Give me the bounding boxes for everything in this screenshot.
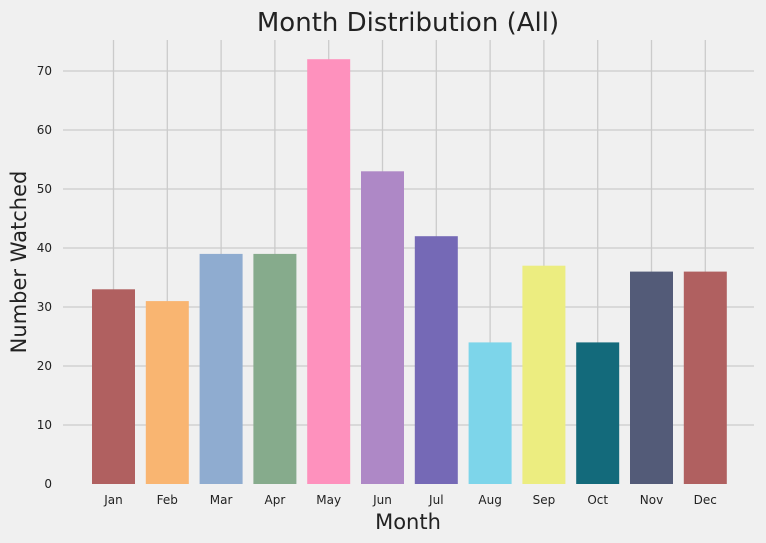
bars [92, 59, 727, 485]
x-tick-label: Jan [103, 493, 123, 507]
x-tick-label: Dec [694, 493, 717, 507]
y-tick-label: 20 [37, 359, 52, 373]
x-tick-label: Aug [478, 493, 501, 507]
bar-jul [414, 236, 458, 484]
bar-mar [199, 253, 243, 484]
bar-feb [145, 301, 189, 484]
bar-sep [522, 265, 566, 484]
x-axis-label: Month [375, 510, 441, 534]
bar-nov [630, 271, 673, 484]
x-tick-label: Mar [210, 493, 233, 507]
y-tick-label: 0 [44, 477, 52, 491]
y-tick-label: 50 [37, 182, 52, 196]
y-axis-label: Number Watched [7, 171, 31, 354]
y-tick-label: 30 [37, 300, 52, 314]
x-tick-label: Oct [587, 493, 608, 507]
x-tick-label: Apr [265, 493, 286, 507]
x-tick-label: Feb [157, 493, 178, 507]
y-tick-label: 10 [37, 418, 52, 432]
x-tick-label: Nov [640, 493, 663, 507]
x-tick-label: Jun [372, 493, 392, 507]
x-tick-label: Sep [533, 493, 556, 507]
bar-may [307, 59, 351, 484]
bar-jan [92, 289, 135, 484]
x-tick-label: Jul [428, 493, 443, 507]
bar-aug [468, 342, 512, 484]
bar-oct [576, 342, 620, 484]
y-tick-labels: 0 10 20 30 40 50 60 70 [37, 64, 52, 491]
y-tick-label: 40 [37, 241, 52, 255]
x-tick-labels: Jan Feb Mar Apr May Jun Jul Aug Sep Oct Nov Dec [103, 493, 717, 507]
x-tick-label: May [316, 493, 341, 507]
bar-dec [683, 271, 727, 484]
bar-apr [253, 253, 297, 484]
bar-jun [361, 171, 404, 485]
y-tick-label: 60 [37, 123, 52, 137]
y-tick-label: 70 [37, 64, 52, 78]
chart-title: Month Distribution (All) [257, 8, 559, 38]
